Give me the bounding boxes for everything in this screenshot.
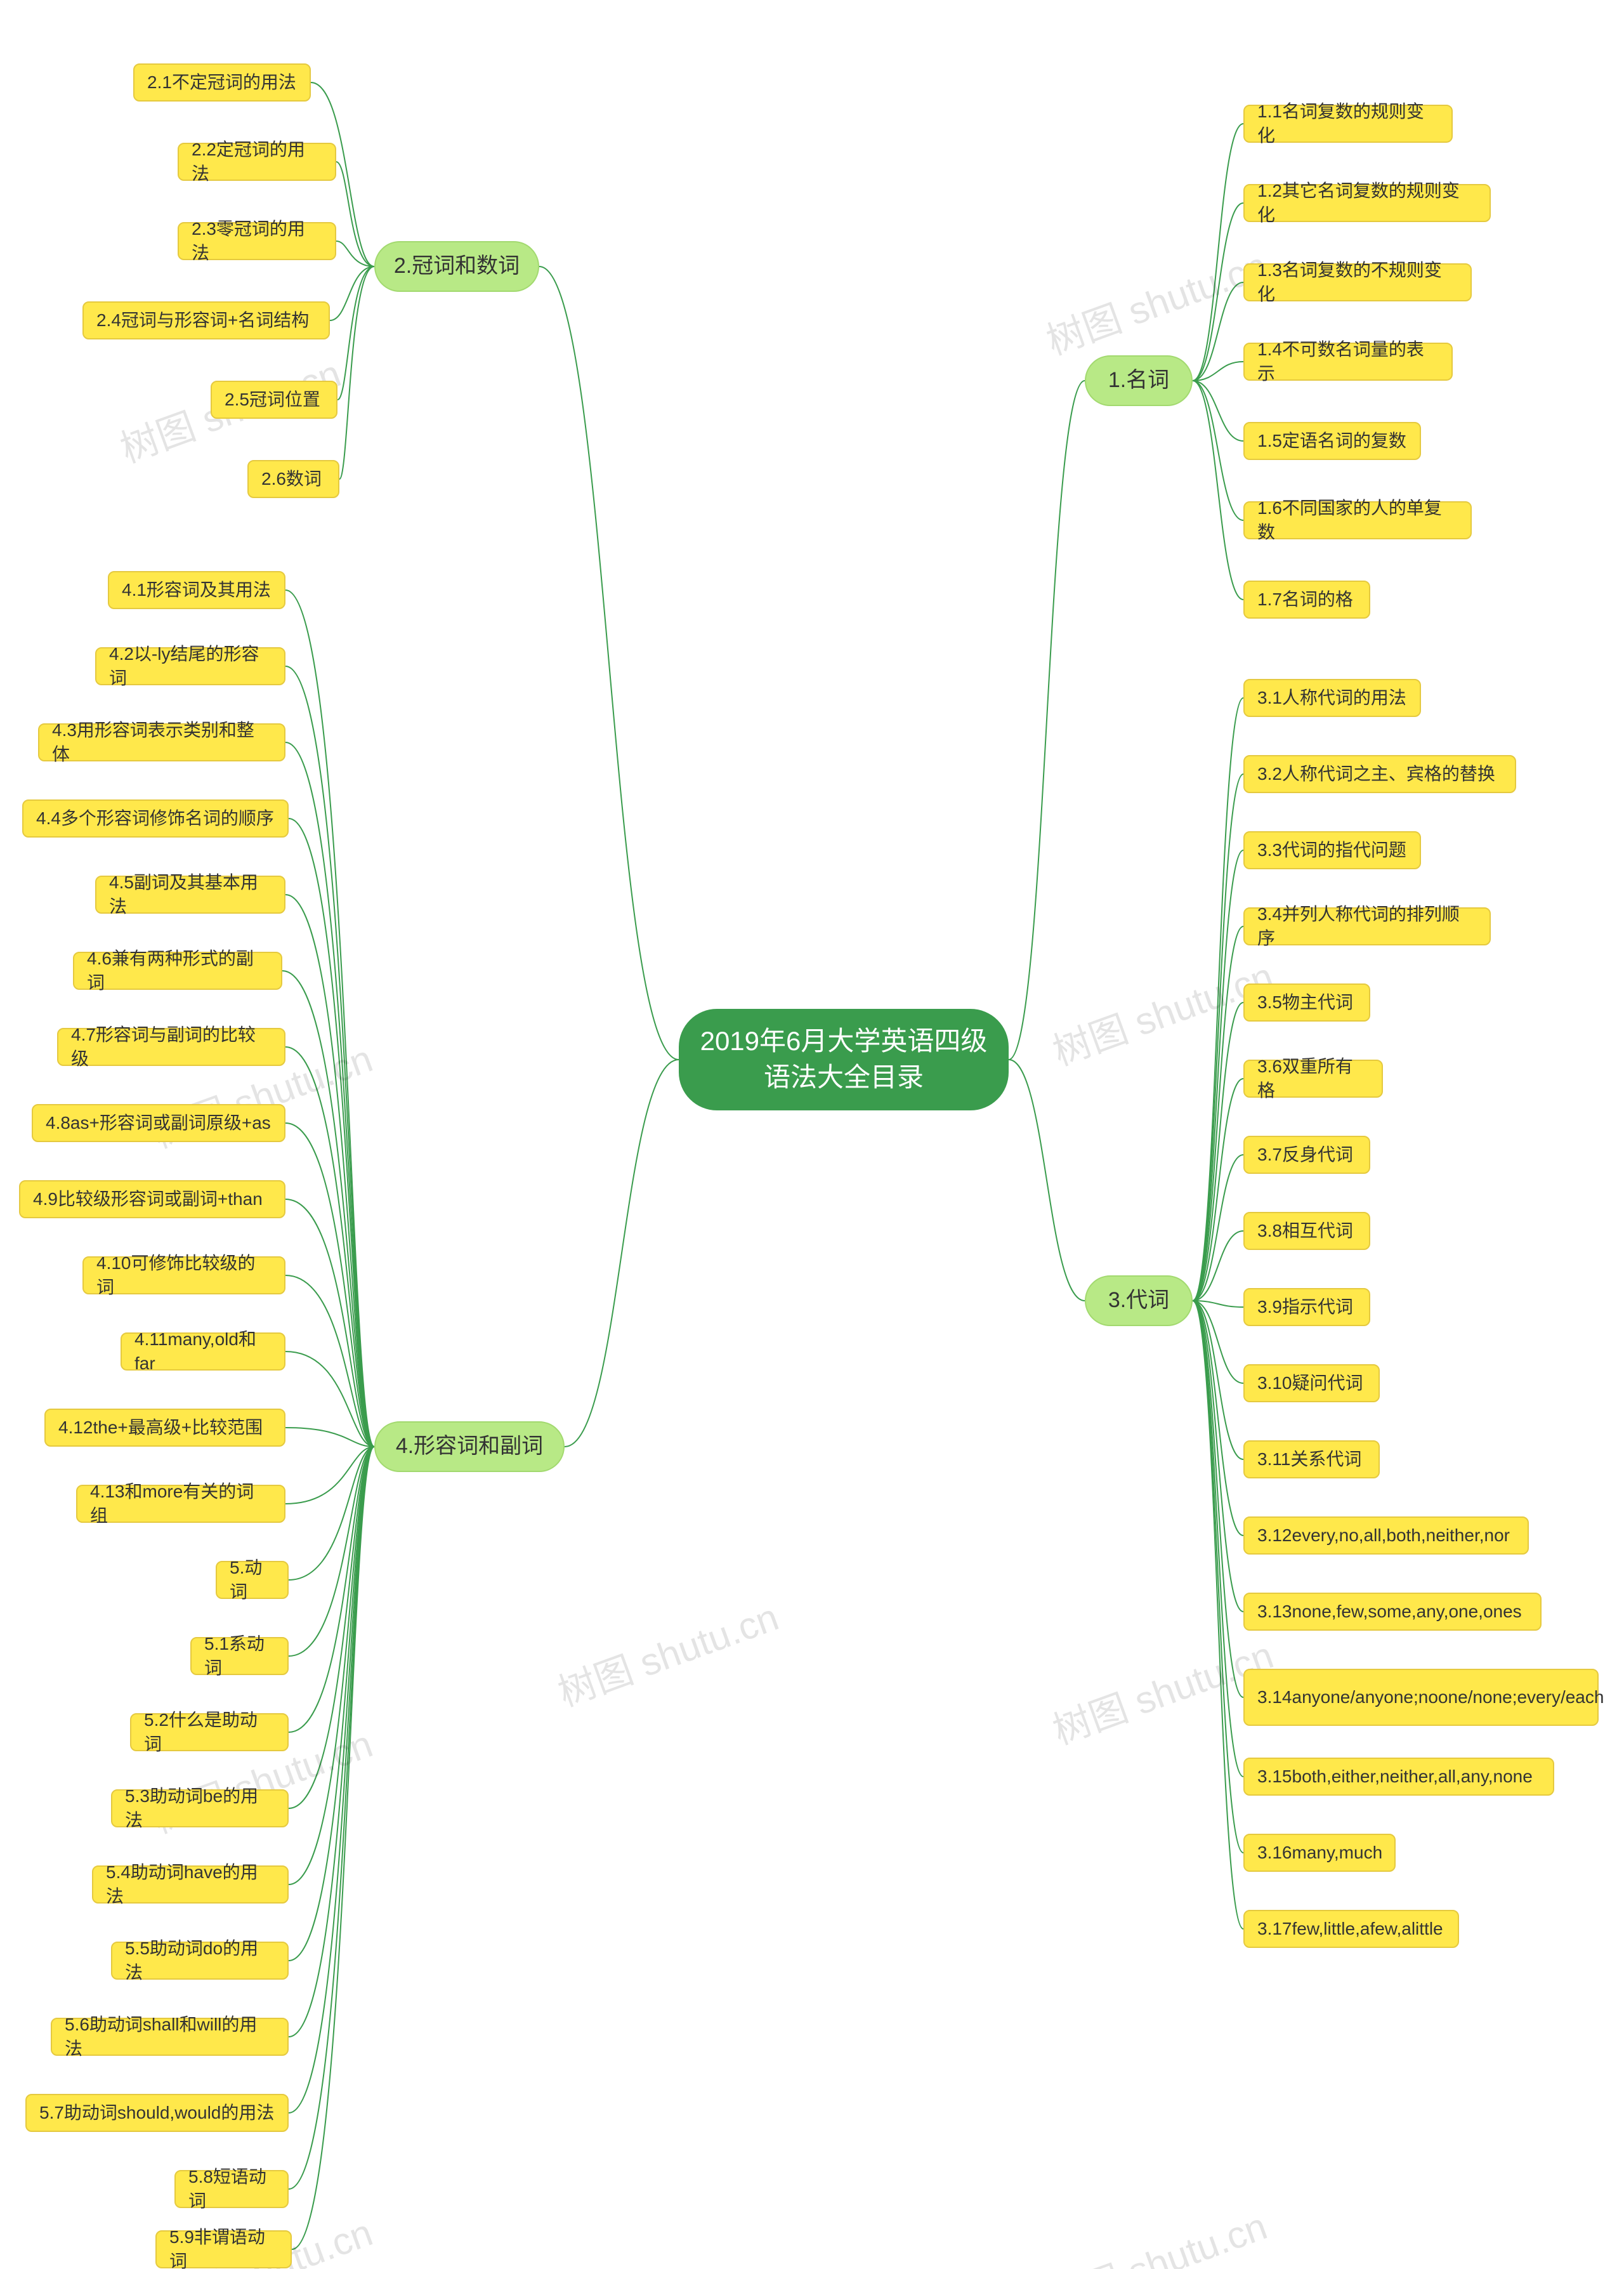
leaf-node: 2.4冠词与形容词+名词结构 (82, 301, 330, 339)
branch-node: 2.冠词和数词 (374, 241, 539, 292)
leaf-node: 4.1形容词及其用法 (108, 571, 285, 609)
leaf-node: 4.11many,old和far (121, 1332, 285, 1371)
leaf-node: 1.3名词复数的不规则变化 (1243, 263, 1472, 301)
leaf-node: 4.7形容词与副词的比较级 (57, 1028, 285, 1066)
leaf-node: 4.2以-ly结尾的形容词 (95, 647, 285, 685)
leaf-node: 1.1名词复数的规则变化 (1243, 105, 1453, 143)
branch-node: 3.代词 (1085, 1275, 1193, 1326)
leaf-node: 2.5冠词位置 (211, 381, 337, 419)
leaf-node: 3.11关系代词 (1243, 1440, 1380, 1478)
leaf-node: 5.9非谓语动词 (155, 2230, 292, 2268)
branch-node: 1.名词 (1085, 355, 1193, 406)
root-node: 2019年6月大学英语四级 语法大全目录 (679, 1009, 1009, 1110)
leaf-node: 3.3代词的指代问题 (1243, 831, 1421, 869)
leaf-node: 1.6不同国家的人的单复数 (1243, 501, 1472, 539)
branch-node: 4.形容词和副词 (374, 1421, 565, 1472)
leaf-node: 3.17few,little,afew,alittle (1243, 1910, 1459, 1948)
leaf-node: 3.10疑问代词 (1243, 1364, 1380, 1402)
leaf-node: 3.14anyone/anyone;noone/none;every/each (1243, 1669, 1599, 1726)
mindmap-canvas: 树图 shutu.cn树图 shutu.cn树图 shutu.cn树图 shut… (0, 0, 1624, 2269)
leaf-node: 5.1系动词 (190, 1637, 289, 1675)
leaf-node: 4.5副词及其基本用法 (95, 876, 285, 914)
leaf-node: 2.1不定冠词的用法 (133, 63, 311, 102)
leaf-node: 5.动词 (216, 1561, 289, 1599)
leaf-node: 3.12every,no,all,both,neither,nor (1243, 1516, 1529, 1555)
leaf-node: 4.13和more有关的词组 (76, 1485, 285, 1523)
leaf-node: 3.7反身代词 (1243, 1136, 1370, 1174)
leaf-node: 3.1人称代词的用法 (1243, 679, 1421, 717)
leaf-node: 2.2定冠词的用法 (178, 143, 336, 181)
leaf-node: 3.9指示代词 (1243, 1288, 1370, 1326)
leaf-node: 5.3助动词be的用法 (111, 1789, 289, 1827)
leaf-node: 1.2其它名词复数的规则变化 (1243, 184, 1491, 222)
leaf-node: 3.2人称代词之主、宾格的替换 (1243, 755, 1516, 793)
leaf-node: 5.7助动词should,would的用法 (25, 2094, 289, 2132)
watermark: 树图 shutu.cn (549, 1586, 785, 1717)
leaf-node: 4.10可修饰比较级的词 (82, 1256, 285, 1294)
leaf-node: 3.4并列人称代词的排列顺序 (1243, 907, 1491, 945)
leaf-node: 1.4不可数名词量的表示 (1243, 343, 1453, 381)
leaf-node: 3.16many,much (1243, 1834, 1396, 1872)
leaf-node: 1.5定语名词的复数 (1243, 422, 1421, 460)
leaf-node: 3.6双重所有格 (1243, 1060, 1383, 1098)
leaf-node: 5.8短语动词 (174, 2170, 289, 2208)
watermark: 树图 shutu.cn (1038, 2195, 1273, 2269)
leaf-node: 2.6数词 (247, 460, 339, 498)
leaf-node: 3.15both,either,neither,all,any,none (1243, 1758, 1554, 1796)
leaf-node: 4.9比较级形容词或副词+than (19, 1180, 285, 1218)
leaf-node: 5.5助动词do的用法 (111, 1942, 289, 1980)
leaf-node: 4.8as+形容词或副词原级+as (32, 1104, 285, 1142)
leaf-node: 5.2什么是助动词 (130, 1713, 289, 1751)
leaf-node: 3.5物主代词 (1243, 983, 1370, 1022)
leaf-node: 3.13none,few,some,any,one,ones (1243, 1593, 1542, 1631)
watermark: 树图 shutu.cn (1038, 235, 1273, 365)
leaf-node: 4.4多个形容词修饰名词的顺序 (22, 799, 289, 838)
leaf-node: 4.3用形容词表示类别和整体 (38, 723, 285, 761)
leaf-node: 1.7名词的格 (1243, 581, 1370, 619)
leaf-node: 5.6助动词shall和will的用法 (51, 2018, 289, 2056)
leaf-node: 4.6兼有两种形式的副词 (73, 952, 282, 990)
leaf-node: 5.4助动词have的用法 (92, 1865, 289, 1904)
leaf-node: 3.8相互代词 (1243, 1212, 1370, 1250)
leaf-node: 2.3零冠词的用法 (178, 222, 336, 260)
leaf-node: 4.12the+最高级+比较范围 (44, 1409, 285, 1447)
